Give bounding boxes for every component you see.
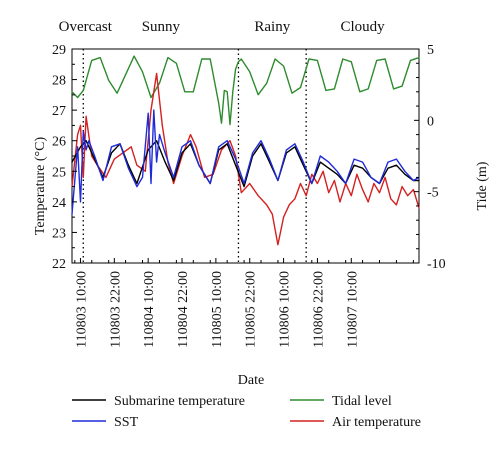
y-left-tick-label: 27 <box>52 104 66 119</box>
weather-label: Rainy <box>254 19 290 35</box>
weather-labels: Overcast Sunny Rainy Cloudy <box>59 19 386 35</box>
series-layer <box>71 55 420 246</box>
x-tick-label: 110803 10:00 <box>74 271 89 348</box>
legend-label: Tidal level <box>332 394 392 409</box>
y-right-tick-label: 0 <box>427 114 434 129</box>
left-axis: 22 23 24 25 26 27 28 29 <box>52 43 77 272</box>
y-left-tick-label: 23 <box>52 226 66 241</box>
x-tick-label: 110806 22:00 <box>311 271 326 348</box>
right-axis: -10 -5 0 5 <box>414 43 446 272</box>
y-left-tick-label: 24 <box>52 196 66 211</box>
y-left-tick-label: 26 <box>52 135 66 150</box>
y-right-tick-label: 5 <box>427 43 434 58</box>
x-tick-label: 110806 10:00 <box>278 271 293 348</box>
plot-area <box>71 48 420 264</box>
y-right-tick-label: -5 <box>427 186 439 201</box>
weather-label: Sunny <box>142 19 181 35</box>
series-line-submarine-temperature <box>71 139 420 188</box>
x-tick-label: 110804 22:00 <box>176 271 191 348</box>
y-left-tick-label: 28 <box>52 74 66 89</box>
legend: Submarine temperature Tidal level SST Air t… <box>72 394 421 430</box>
x-tick-label: 110805 10:00 <box>210 271 225 348</box>
series-line-air-temperature <box>71 72 420 246</box>
x-axis: 110803 10:00 110803 22:00 110804 10:00 1108… <box>74 258 414 348</box>
series-line-sst <box>71 109 420 215</box>
x-tick-label: 110807 10:00 <box>345 271 360 348</box>
y-axis-right-label: Tide (m) <box>475 161 490 210</box>
y-left-tick-label: 29 <box>52 43 66 58</box>
x-tick-label: 110805 22:00 <box>244 271 259 348</box>
weather-label: Cloudy <box>340 19 385 35</box>
y-axis-left-label: Temperature (°C) <box>33 137 48 236</box>
y-left-tick-label: 22 <box>52 257 66 272</box>
series-line-tidal-level <box>71 55 420 126</box>
legend-label: Air temperature <box>332 415 421 430</box>
x-axis-label: Date <box>238 373 264 388</box>
legend-label: Submarine temperature <box>114 394 245 409</box>
y-right-tick-label: -10 <box>427 257 446 272</box>
weather-label: Overcast <box>59 19 113 35</box>
x-tick-label: 110804 10:00 <box>142 271 157 348</box>
y-left-tick-label: 25 <box>52 165 66 180</box>
legend-label: SST <box>114 415 139 430</box>
x-tick-label: 110803 22:00 <box>108 271 123 348</box>
